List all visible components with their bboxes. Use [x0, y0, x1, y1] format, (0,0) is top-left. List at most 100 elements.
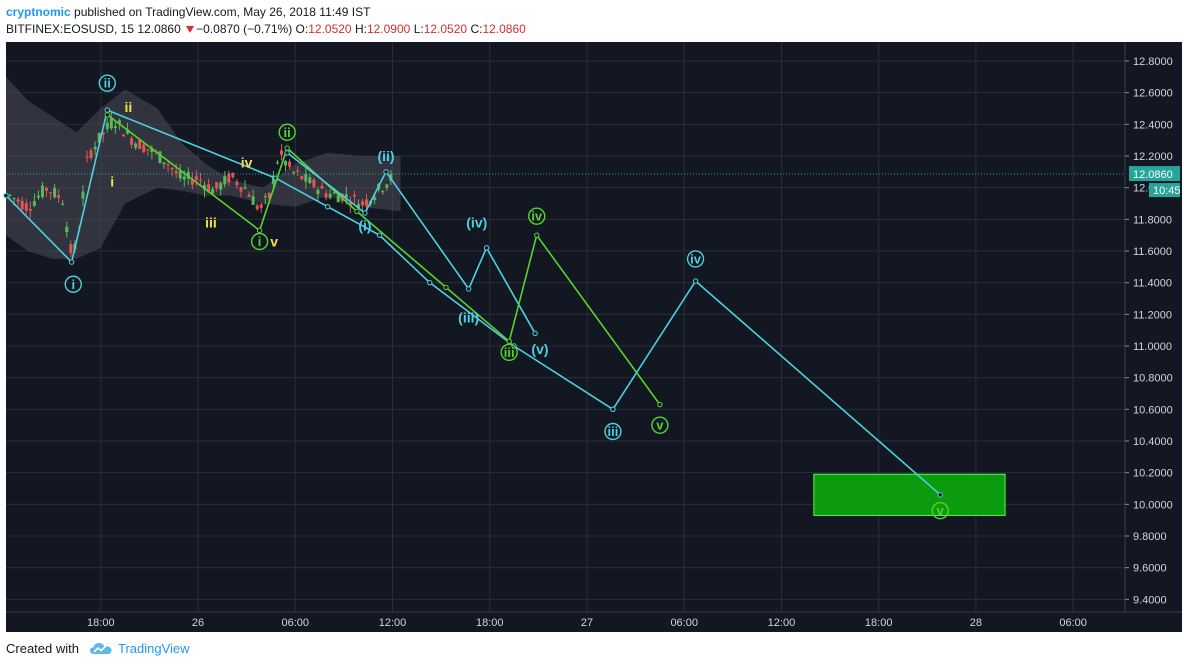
- time-axis-bg: [6, 612, 1182, 632]
- candle-body: [69, 244, 73, 254]
- candle-body: [49, 192, 53, 194]
- x-tick-label: 12:00: [768, 617, 796, 629]
- x-tick-label: 12:00: [379, 617, 407, 629]
- last-price: 12.0860: [137, 22, 181, 36]
- candle-body: [28, 208, 32, 211]
- candle-body: [296, 170, 300, 172]
- wave-point: [483, 245, 490, 251]
- candle-body: [85, 156, 89, 158]
- y-tick-label: 10.6000: [1133, 404, 1173, 416]
- wave-point: [3, 192, 9, 199]
- candle-body: [247, 194, 251, 198]
- candle-body: [275, 162, 279, 164]
- open-label: O:: [295, 22, 309, 36]
- wave-point: [383, 169, 389, 175]
- wave-label: (i): [358, 218, 371, 234]
- wave-label: iv: [241, 154, 253, 170]
- candle-body: [162, 162, 166, 165]
- candle-body: [53, 187, 57, 198]
- candle-body: [142, 144, 146, 153]
- wave-point: [657, 401, 663, 408]
- wave-label: iii: [607, 424, 618, 439]
- y-tick-label: 11.2000: [1133, 309, 1172, 321]
- candle-body: [194, 176, 198, 180]
- open-value: 12.0520: [308, 22, 352, 36]
- wave-point: [465, 286, 472, 292]
- countdown-tag: [1149, 183, 1180, 198]
- price-change: −0.0870 (−0.71%): [196, 22, 293, 36]
- candle-body: [312, 179, 316, 188]
- candle-body: [365, 199, 369, 206]
- candle-body: [158, 151, 162, 163]
- wave-label-circle: [500, 343, 518, 362]
- candle-body: [292, 171, 296, 173]
- candle-body: [251, 196, 255, 205]
- low-label: L:: [413, 22, 424, 36]
- y-tick-label: 9.6000: [1133, 563, 1167, 575]
- publish-line: cryptnomic published on TradingView.com,…: [6, 5, 370, 19]
- y-tick-label: 10.0000: [1133, 499, 1173, 511]
- x-tick-label: 18:00: [865, 617, 893, 629]
- wave-point: [534, 232, 540, 238]
- wave-point: [324, 203, 331, 210]
- candle-body: [356, 204, 360, 209]
- tradingview-link[interactable]: TradingView: [118, 641, 190, 656]
- candle-body: [20, 200, 24, 210]
- candle-body: [117, 120, 121, 124]
- symbol-name: BITFINEX:EOSUSD, 15: [6, 22, 135, 36]
- close-label: C:: [470, 22, 483, 36]
- candle-body: [320, 185, 324, 189]
- tradingview-cloud-icon: [90, 643, 112, 654]
- candle-body: [36, 195, 40, 198]
- wave-label: i: [71, 277, 75, 292]
- wave-point: [362, 210, 368, 216]
- candle-body: [190, 179, 194, 185]
- candle-body: [361, 201, 365, 206]
- candle-body: [109, 118, 113, 129]
- grid-lines: [6, 42, 1125, 612]
- wave-point: [376, 232, 383, 238]
- chart-background: [6, 42, 1182, 632]
- x-tick-label: 18:00: [87, 617, 115, 629]
- candle-body: [182, 176, 186, 180]
- candle-body: [170, 167, 174, 170]
- y-tick-label: 9.4000: [1133, 594, 1167, 606]
- candle-body: [8, 194, 12, 196]
- candle-body: [203, 185, 207, 190]
- candle-body: [308, 177, 312, 184]
- candle-body: [146, 149, 150, 151]
- wave-point: [354, 208, 360, 215]
- x-tick-label: 27: [581, 617, 593, 629]
- high-value: 12.0900: [366, 22, 411, 36]
- footer: Created with TradingView: [0, 632, 1184, 666]
- author-link[interactable]: cryptnomic: [6, 5, 71, 19]
- candle-body: [219, 182, 223, 190]
- candle-body: [385, 184, 389, 188]
- wave-point: [104, 112, 110, 118]
- created-with-text: Created with: [6, 641, 79, 656]
- candle-body: [101, 132, 105, 135]
- wave-label: (v): [531, 341, 548, 357]
- candle-body: [93, 146, 97, 150]
- x-tick-label: 06:00: [1059, 617, 1087, 629]
- candle-body: [32, 201, 36, 206]
- y-tick-label: 10.4000: [1133, 436, 1173, 448]
- wave-line: [286, 152, 536, 334]
- candle-body: [235, 181, 239, 186]
- y-tick-label: 12.2000: [1133, 151, 1173, 163]
- wave-point: [256, 227, 263, 234]
- candle-body: [105, 122, 109, 129]
- wave-label: i: [258, 234, 262, 249]
- price-axis-bg: [1125, 42, 1182, 612]
- last-price-tag: [1129, 166, 1180, 182]
- candle-body: [211, 189, 215, 194]
- wave-point: [506, 338, 512, 344]
- y-tick-label: 12.8000: [1133, 56, 1173, 68]
- candle-body: [57, 195, 61, 198]
- y-tick-label: 12.6000: [1133, 88, 1173, 100]
- candle-body: [138, 139, 142, 150]
- candle-body: [381, 191, 385, 193]
- candle-body: [130, 138, 134, 145]
- y-tick-label: 10.2000: [1133, 468, 1173, 480]
